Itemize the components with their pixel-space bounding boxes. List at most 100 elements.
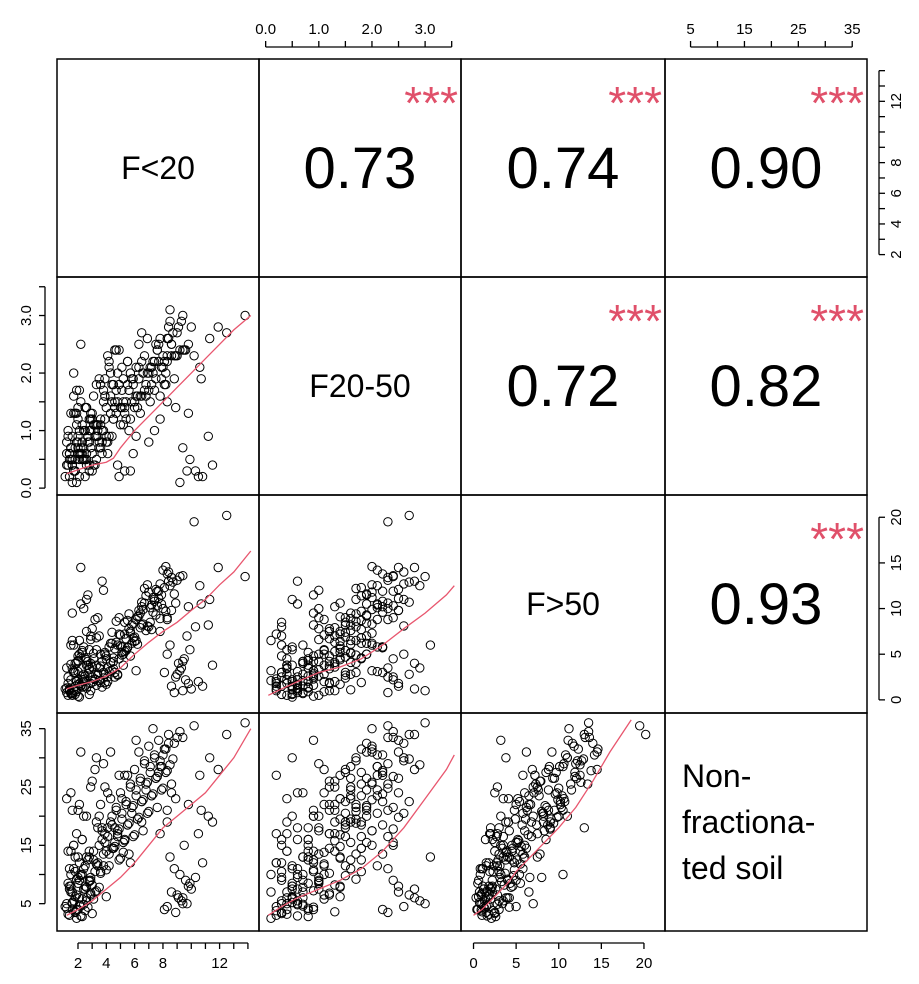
scatter-point [314, 823, 324, 833]
scatter-point [490, 846, 500, 856]
scatter-point [207, 460, 218, 470]
scatter-point [155, 391, 165, 401]
scatter-point [149, 753, 160, 763]
scatter-point [570, 771, 580, 782]
scatter-point [404, 510, 414, 521]
scatter-point [61, 663, 72, 673]
scatter-point [562, 753, 572, 763]
scatter-point [74, 385, 85, 395]
scatter-point [142, 808, 153, 818]
scatter-point [138, 795, 148, 805]
scatter-point [541, 767, 551, 778]
tick-label: 3.0 [18, 305, 35, 326]
scatter-point [222, 729, 232, 740]
scatter-point [86, 872, 96, 883]
scatter-point [158, 783, 168, 793]
scatter-point [276, 840, 287, 850]
scatter-point [308, 651, 319, 661]
scatter-point [63, 431, 73, 441]
scatter-point [276, 689, 287, 700]
scatter-point [100, 374, 110, 384]
loess-curve-1-0 [66, 315, 252, 475]
scatter-point [103, 351, 113, 361]
scatter-point [298, 788, 308, 798]
scatter-point [84, 665, 95, 675]
scatter-point [74, 799, 85, 810]
scatter-point [271, 770, 281, 780]
scatter-point [104, 356, 114, 367]
scatter-point [287, 884, 297, 894]
scatter-point [543, 785, 554, 795]
scatter-point [415, 896, 425, 906]
scatter-point [492, 782, 503, 792]
scatter-point [186, 884, 197, 894]
scatter-point [330, 829, 340, 839]
scatter-point [361, 738, 372, 748]
scatter-point [577, 756, 587, 766]
scatter-point [131, 431, 141, 441]
scatter-point [151, 374, 161, 384]
scatter-point [298, 852, 308, 862]
scatter-point [351, 594, 361, 605]
scatter-point [425, 852, 436, 862]
panel-texts: F<20 F20-50 F>50 Non-fractiona-ted soil 0.73… [121, 77, 864, 886]
scatter-point [95, 661, 106, 671]
scatter-point [142, 580, 153, 590]
scatter-point [292, 599, 303, 609]
scatter-point [507, 846, 517, 856]
scatter-point [91, 859, 102, 869]
scatter-point [149, 385, 160, 395]
scatter-point [388, 837, 398, 848]
scatter-point [69, 368, 79, 378]
scatter-point [118, 374, 129, 384]
scatter-point [340, 808, 351, 818]
scatter-point [128, 831, 138, 842]
tick-label: 15 [736, 21, 753, 38]
scatter-point [330, 799, 340, 810]
scatter-point [91, 817, 102, 827]
scatter-point [314, 624, 324, 634]
scatter-point [158, 603, 168, 614]
scatter-point [87, 466, 97, 476]
scatter-point [510, 814, 520, 824]
scatter-point [487, 834, 497, 845]
scatter-point [84, 876, 95, 887]
scatter-point [117, 362, 127, 372]
scatter-point [356, 582, 366, 593]
scatter-point [110, 402, 120, 413]
scatter-point [330, 657, 340, 668]
scatter-point [146, 791, 157, 801]
scatter-point [114, 855, 124, 865]
scatter-point [134, 362, 144, 372]
scatter-point [361, 589, 372, 599]
scatter-point [213, 764, 223, 775]
scatter-point [346, 817, 356, 827]
scatter-point [509, 805, 520, 815]
scatter-point [91, 633, 102, 643]
scatter-point [87, 624, 97, 634]
scatter-point [163, 738, 174, 748]
scatter-point [145, 397, 155, 407]
scatter-point [531, 820, 542, 830]
significance-stars: *** [404, 77, 458, 129]
scatter-point [163, 322, 174, 332]
scatter-point [308, 608, 319, 618]
scatter-point [81, 454, 92, 465]
scatter-point [67, 460, 78, 470]
scatter-point [580, 732, 590, 743]
scatter-point [276, 834, 287, 845]
tick-label: 20 [636, 955, 653, 972]
scatter-point [314, 585, 324, 595]
scatter-point [222, 328, 232, 338]
scatter-point [76, 397, 86, 407]
scatter-point [129, 402, 140, 413]
scatter-point [176, 316, 187, 326]
scatter-point [195, 362, 205, 372]
scatter-point [504, 902, 514, 912]
scatter-point [142, 777, 153, 787]
scatter-point [151, 339, 161, 349]
scatter-point [100, 649, 110, 659]
scatter-point [76, 747, 86, 757]
scatter-point [547, 747, 557, 757]
scatter-point [168, 754, 178, 764]
